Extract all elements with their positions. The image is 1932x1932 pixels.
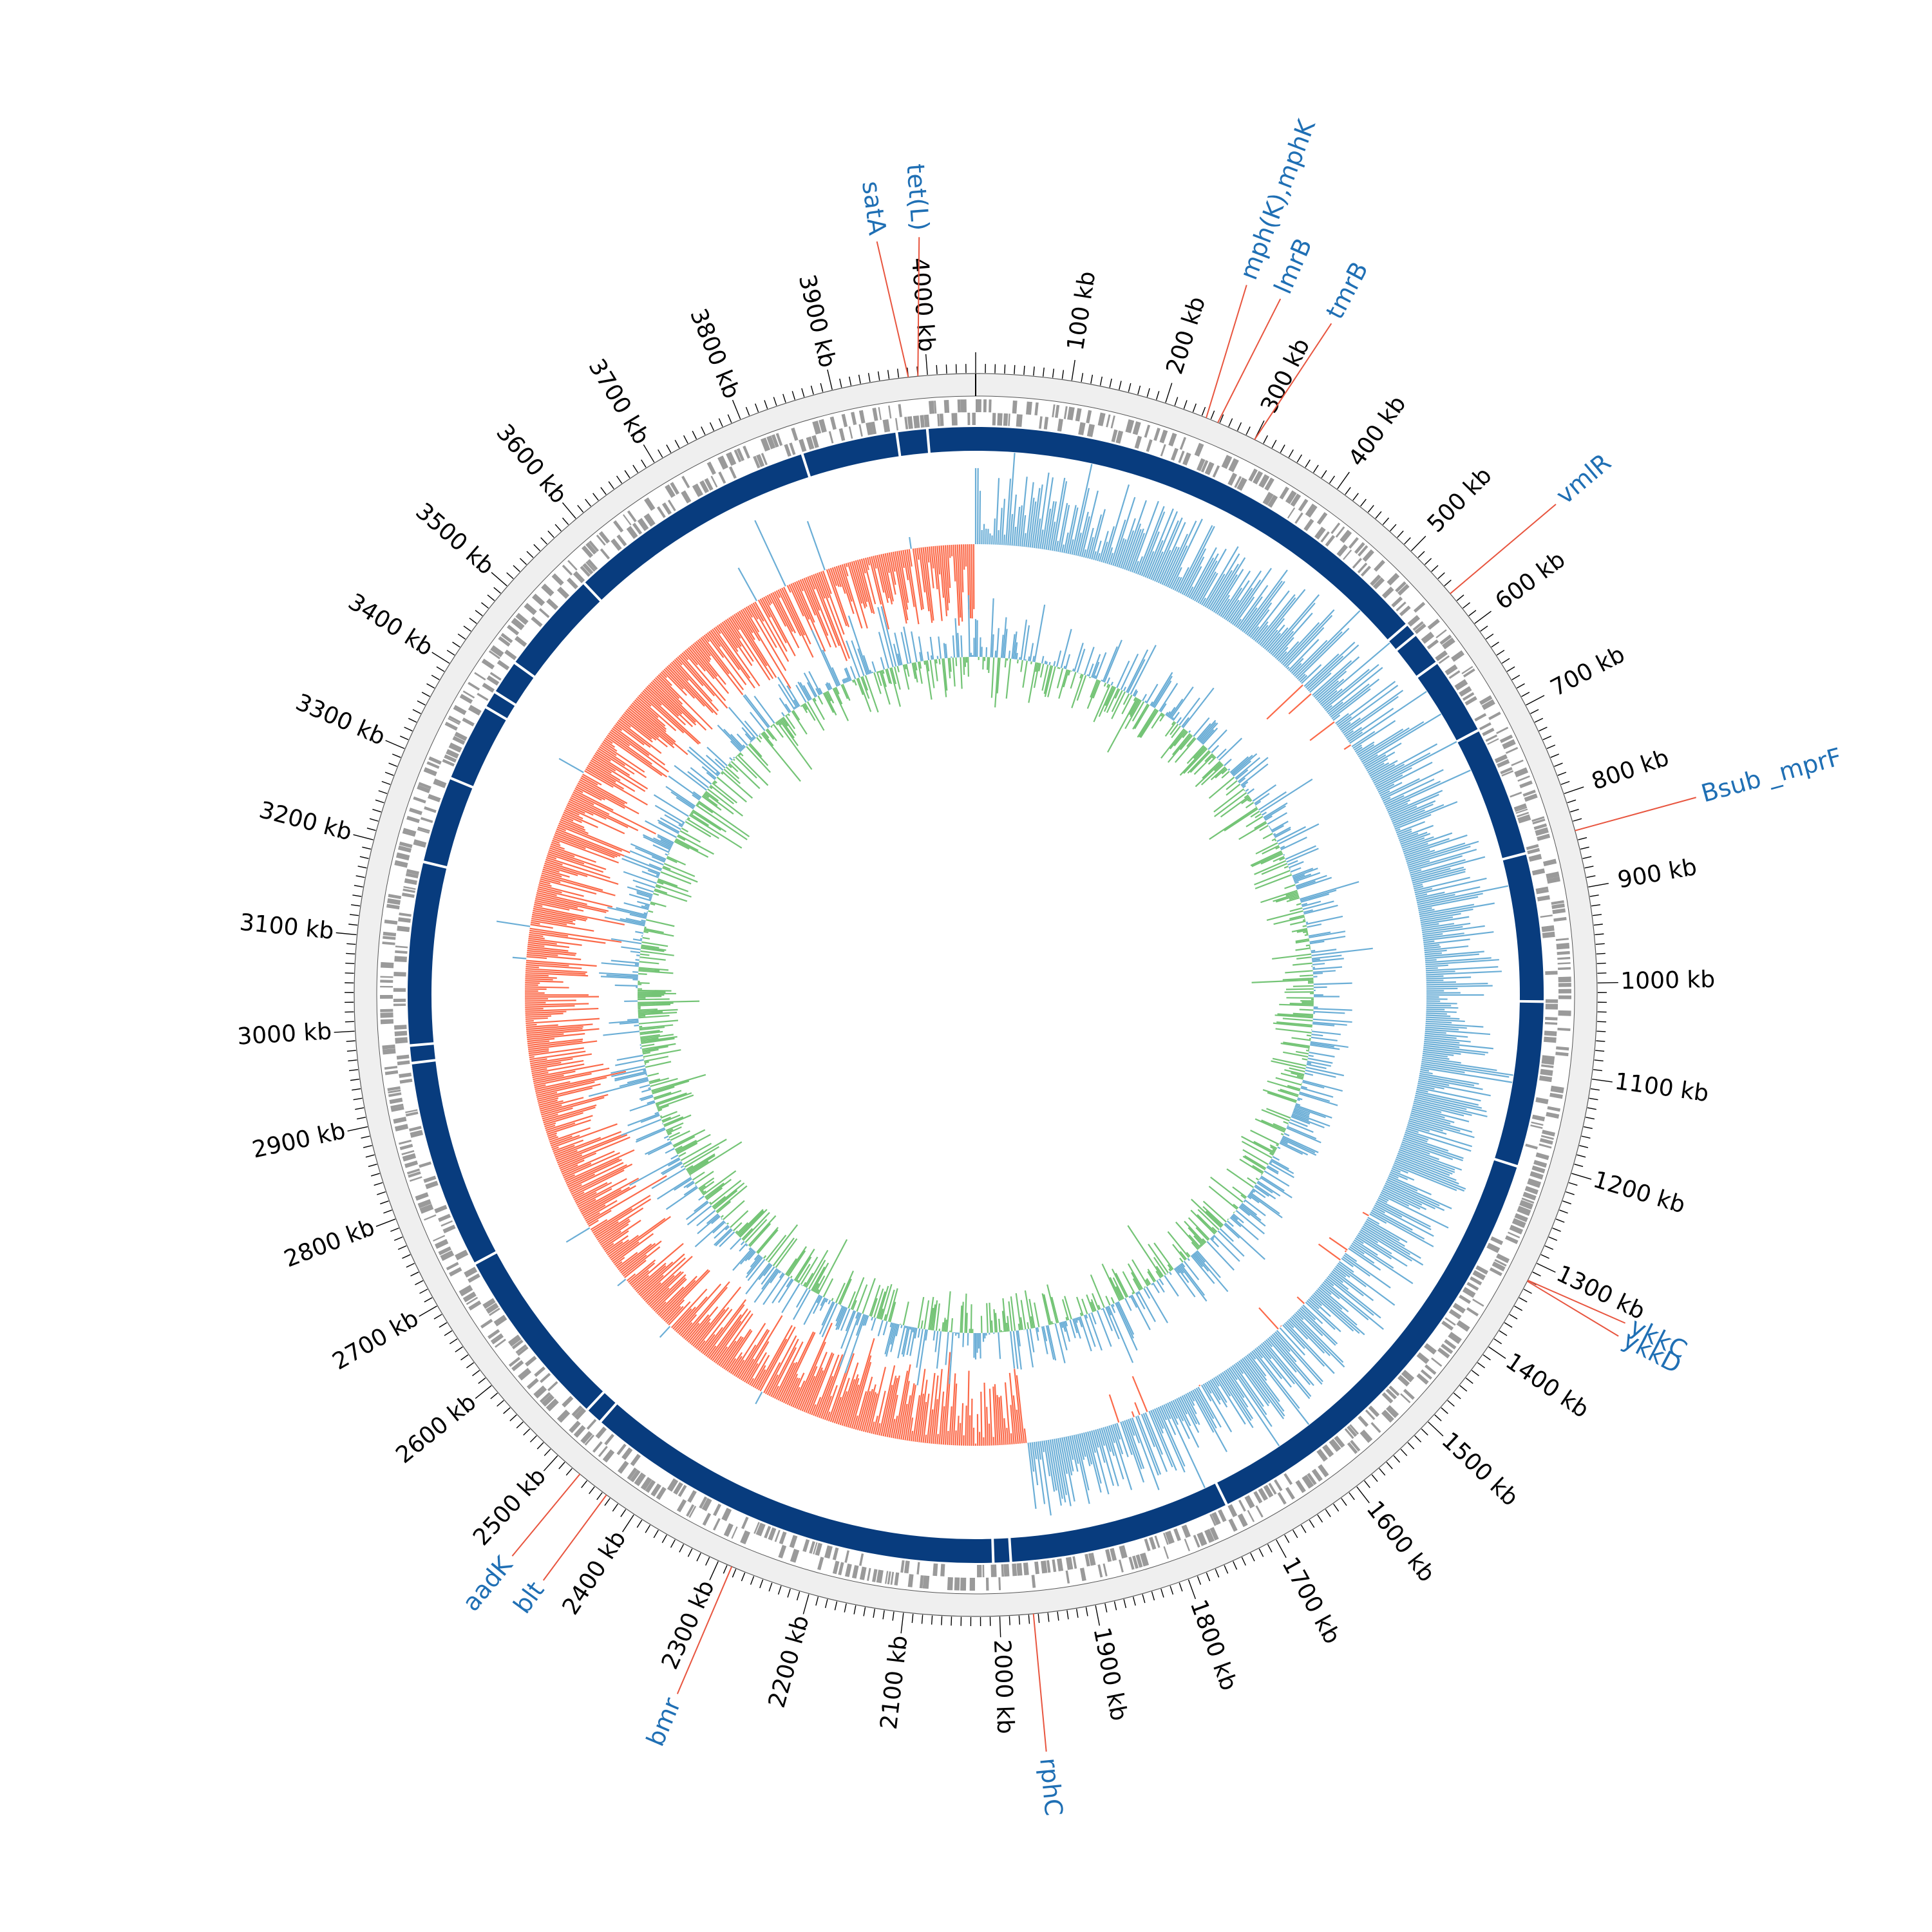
tick-label: 3100 kb	[238, 909, 335, 945]
tick-label: 3200 kb	[256, 797, 354, 846]
tick-label: 2700 kb	[328, 1305, 423, 1376]
tick-label: 3800 kb	[685, 305, 744, 402]
coordinate-ticks	[334, 352, 1618, 1638]
tick-label: 1100 kb	[1613, 1068, 1710, 1107]
tick-label: 1300 kb	[1552, 1260, 1649, 1325]
tick-label: 1800 kb	[1185, 1596, 1242, 1694]
annotation-leader-line	[1575, 797, 1696, 831]
annotation-leader-line	[676, 1566, 733, 1694]
annotation-leader-line	[1206, 285, 1247, 419]
annotation-leader-line	[1217, 298, 1282, 423]
tick-label: 200 kb	[1161, 294, 1211, 377]
tick-label: 3700 kb	[583, 354, 654, 449]
tick-label: 2000 kb	[989, 1639, 1019, 1734]
tick-label: 1500 kb	[1437, 1427, 1524, 1511]
gc-content-track	[496, 453, 1513, 1516]
gene-annotation-label: aadK	[457, 1551, 518, 1617]
annotation-leader-line	[1450, 504, 1557, 594]
tick-label: 2800 kb	[281, 1214, 379, 1273]
tick-label: 2600 kb	[391, 1389, 481, 1469]
tick-label: 3900 kb	[793, 272, 841, 370]
annotation-leader-line	[917, 237, 920, 377]
tick-label: 2100 kb	[876, 1634, 913, 1731]
tick-label: 100 kb	[1063, 269, 1101, 352]
tick-label: 500 kb	[1423, 462, 1497, 538]
tick-label: 600 kb	[1490, 546, 1570, 615]
tick-label: 3000 kb	[236, 1018, 332, 1050]
annotation-leader-line	[542, 1494, 607, 1581]
tick-label: 3500 kb	[410, 498, 499, 580]
tick-label: 2200 kb	[764, 1613, 815, 1710]
tick-label: 3400 kb	[343, 589, 437, 661]
gene-annotation-label: blt	[508, 1577, 550, 1619]
annotation-leader-line	[1527, 1280, 1619, 1337]
tick-label: 2300 kb	[657, 1577, 720, 1674]
annotation-leader-line	[1254, 323, 1332, 440]
tick-label: 300 kb	[1256, 334, 1315, 417]
annotation-leader-line	[876, 241, 909, 377]
annotation-leader-line	[1527, 1280, 1626, 1324]
gene-annotation-label: tmrB	[1320, 257, 1374, 323]
gc-skew-negative	[637, 657, 1314, 1333]
annotation-leader-line	[1032, 1613, 1047, 1752]
tick-marks	[334, 352, 1618, 1638]
gene-annotation-label: Bsub _mprF	[1698, 743, 1844, 808]
gene-annotation-label: satA	[857, 180, 892, 237]
gene-annotation-label: lmrB	[1269, 234, 1318, 298]
gene-annotation-label: rphC	[1034, 1757, 1068, 1817]
tick-label: 700 kb	[1546, 641, 1629, 702]
tick-label: 1700 kb	[1276, 1553, 1345, 1648]
gc-skew-track	[588, 595, 1373, 1386]
gene-annotation-label: bmr	[641, 1694, 687, 1750]
tick-label: 1900 kb	[1088, 1625, 1132, 1723]
tick-label: 1600 kb	[1361, 1496, 1440, 1587]
tick-label: 4000 kb	[906, 256, 940, 353]
gc-skew-positive	[588, 595, 1373, 1386]
tick-label: 400 kb	[1343, 391, 1411, 471]
tick-label: 1000 kb	[1620, 967, 1716, 995]
gene-annotation-label: vmlR	[1551, 448, 1616, 510]
tick-label: 3600 kb	[491, 419, 572, 509]
tick-label: 2900 kb	[250, 1118, 348, 1164]
gc-content-positive	[496, 453, 1513, 1516]
tick-label: 3300 kb	[292, 689, 389, 751]
annotation-leader-line	[511, 1473, 581, 1557]
gc-content-negative	[525, 544, 1369, 1446]
tick-label: 2400 kb	[558, 1526, 632, 1620]
outer-coordinate-ring	[354, 373, 1598, 1617]
gene-annotation-label: tet(L)	[901, 163, 934, 232]
tick-label: 1400 kb	[1501, 1348, 1593, 1423]
tick-label: 900 kb	[1616, 854, 1699, 894]
tick-label: 800 kb	[1588, 744, 1672, 795]
tick-label: 1200 kb	[1590, 1166, 1688, 1218]
tick-label: 2500 kb	[468, 1463, 551, 1551]
